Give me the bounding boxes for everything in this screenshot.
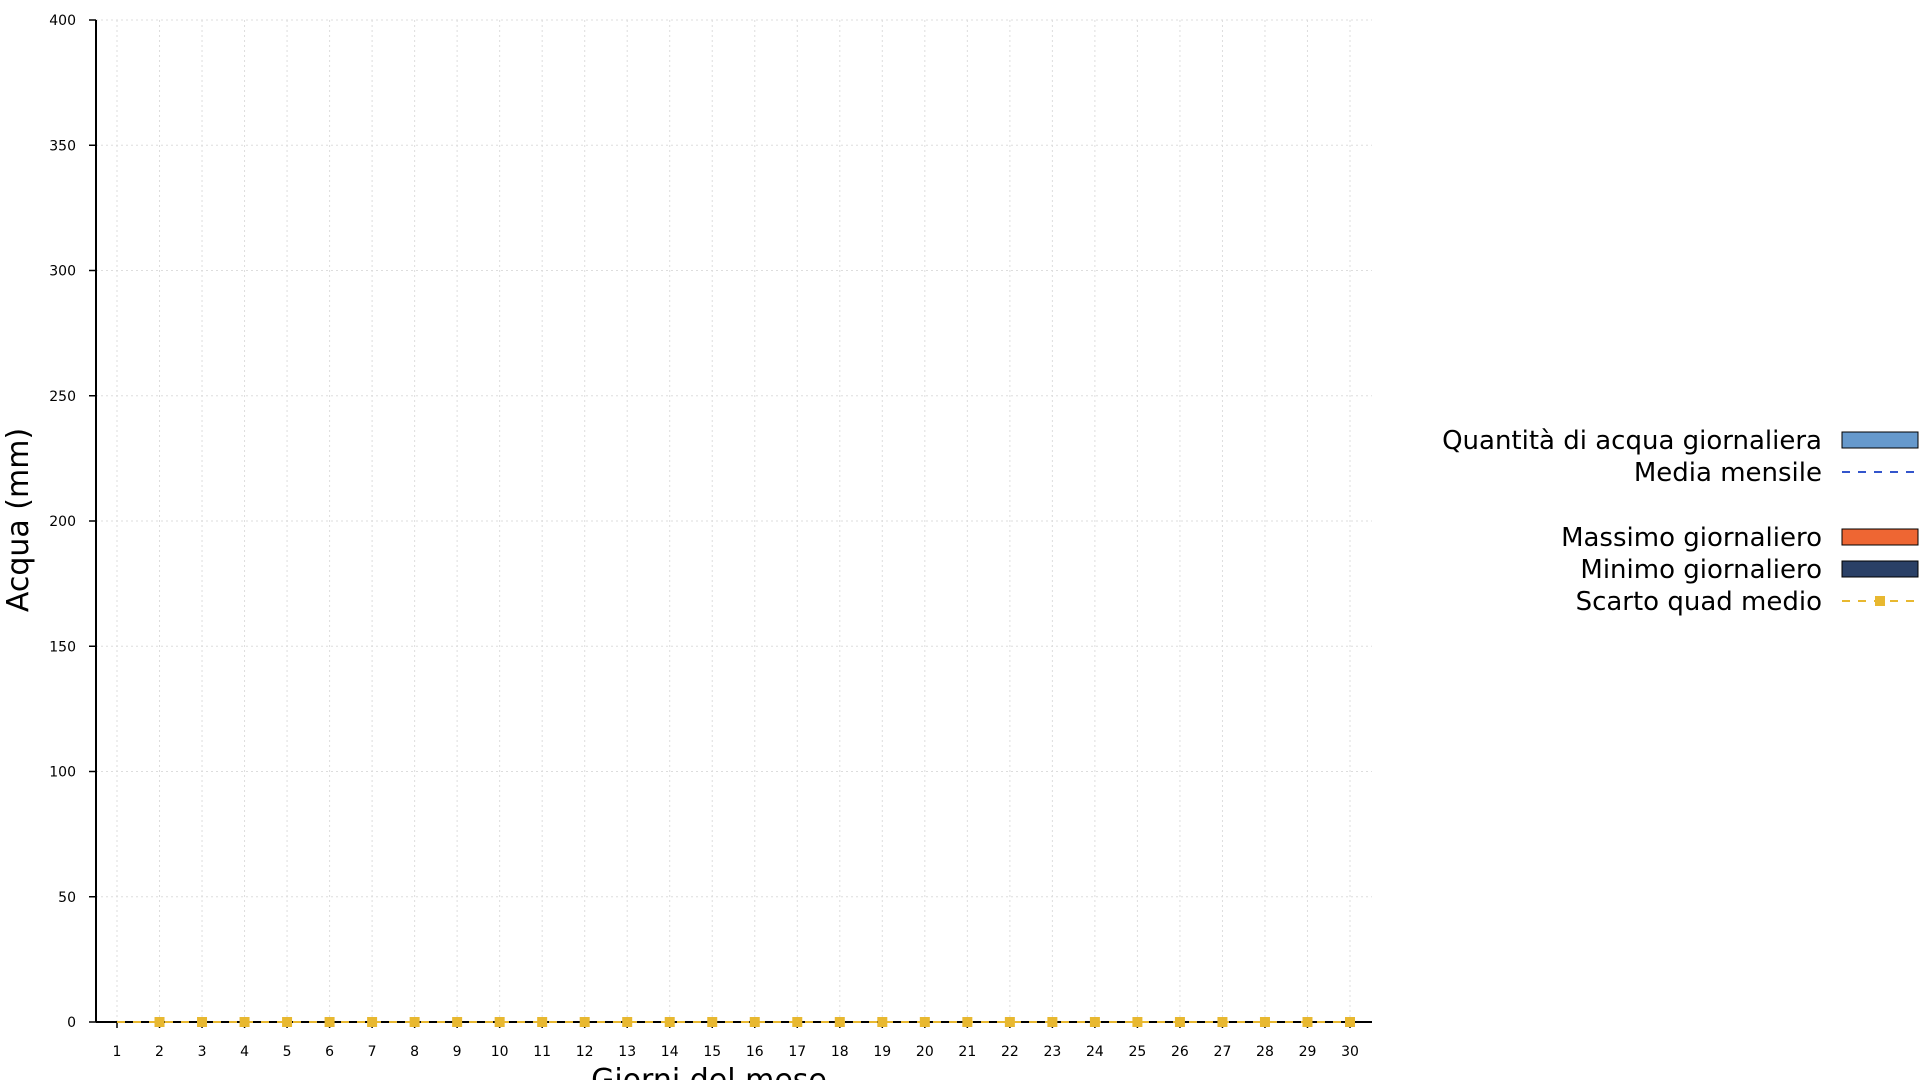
point xyxy=(707,1017,718,1027)
point xyxy=(792,1017,803,1027)
x-tick-label: 21 xyxy=(958,1044,976,1060)
legend-swatch xyxy=(1841,560,1919,578)
y-tick-label: 100 xyxy=(49,765,76,781)
point xyxy=(1089,1017,1100,1027)
legend-marker xyxy=(1875,596,1885,606)
x-tick-label: 28 xyxy=(1256,1044,1274,1060)
x-tick-label: 30 xyxy=(1341,1044,1359,1060)
point xyxy=(154,1017,165,1027)
x-tick-label: 12 xyxy=(576,1044,594,1060)
x-tick-label: 7 xyxy=(368,1044,377,1060)
y-ticks: 0 50 100 150 200 250 300 350 400 xyxy=(49,13,96,1031)
point xyxy=(1302,1017,1313,1027)
y-tick-label: 350 xyxy=(49,138,76,154)
x-tick-label: 29 xyxy=(1299,1044,1317,1060)
point xyxy=(664,1017,675,1027)
grid xyxy=(96,19,1372,1023)
x-axis-title: Giorni del mese xyxy=(591,1063,827,1080)
point xyxy=(1047,1017,1058,1027)
x-tick-label: 3 xyxy=(198,1044,207,1060)
x-tick-label: 19 xyxy=(873,1044,891,1060)
point xyxy=(1132,1017,1143,1027)
y-tick-label: 200 xyxy=(49,514,76,530)
x-tick-label: 5 xyxy=(283,1044,292,1060)
point xyxy=(1217,1017,1228,1027)
legend-label: Massimo giornaliero xyxy=(1561,523,1822,553)
x-tick-label: 4 xyxy=(240,1044,249,1060)
x-tick-label: 25 xyxy=(1128,1044,1146,1060)
x-tick-label: 1 xyxy=(113,1044,122,1060)
x-tick-label: 27 xyxy=(1214,1044,1232,1060)
x-tick-label: 2 xyxy=(155,1044,164,1060)
point xyxy=(749,1017,760,1027)
point xyxy=(834,1017,845,1027)
y-tick-label: 250 xyxy=(49,389,76,405)
y-tick-label: 50 xyxy=(58,890,76,906)
point xyxy=(1174,1017,1185,1027)
point xyxy=(282,1017,293,1027)
x-tick-label: 8 xyxy=(410,1044,419,1060)
point xyxy=(367,1017,378,1027)
legend-label: Minimo giornaliero xyxy=(1580,555,1822,585)
x-tick-label: 20 xyxy=(916,1044,934,1060)
y-tick-label: 150 xyxy=(49,639,76,655)
x-tick-label: 22 xyxy=(1001,1044,1019,1060)
y-axis-title: Acqua (mm) xyxy=(1,428,36,612)
legend-label: Scarto quad medio xyxy=(1576,587,1822,617)
point xyxy=(877,1017,888,1027)
point xyxy=(409,1017,420,1027)
x-tick-label: 11 xyxy=(533,1044,551,1060)
point xyxy=(1004,1017,1015,1027)
x-tick-label: 10 xyxy=(491,1044,509,1060)
x-tick-label: 15 xyxy=(703,1044,721,1060)
legend-swatch xyxy=(1841,528,1919,546)
x-tick-label: 9 xyxy=(453,1044,462,1060)
x-tick-label: 17 xyxy=(788,1044,806,1060)
series xyxy=(117,1017,1355,1027)
x-tick-label: 23 xyxy=(1043,1044,1061,1060)
y-tick-label: 300 xyxy=(49,264,76,280)
x-tick-label: 13 xyxy=(618,1044,636,1060)
point xyxy=(622,1017,633,1027)
point xyxy=(1259,1017,1270,1027)
x-tick-label: 26 xyxy=(1171,1044,1189,1060)
point xyxy=(962,1017,973,1027)
x-tick-label: 18 xyxy=(831,1044,849,1060)
x-tick-label: 14 xyxy=(661,1044,679,1060)
point xyxy=(537,1017,548,1027)
point xyxy=(1345,1017,1355,1027)
point xyxy=(239,1017,250,1027)
y-tick-label: 0 xyxy=(67,1015,76,1031)
x-ticks: 1 2 3 4 5 6 7 8 9 10 11 12 13 14 15 16 17 18 19 20 21 22 23 24 2… xyxy=(113,1022,1359,1060)
point xyxy=(579,1017,590,1027)
legend-swatch xyxy=(1841,431,1919,449)
legend-label: Media mensile xyxy=(1634,458,1822,488)
y-tick-label: 400 xyxy=(49,13,76,29)
legend-label: Quantità di acqua giornaliera xyxy=(1442,426,1822,456)
point xyxy=(452,1017,463,1027)
x-tick-label: 16 xyxy=(746,1044,764,1060)
point xyxy=(197,1017,208,1027)
point xyxy=(324,1017,335,1027)
x-tick-label: 6 xyxy=(325,1044,334,1060)
point xyxy=(494,1017,505,1027)
point xyxy=(919,1017,930,1027)
x-tick-label: 24 xyxy=(1086,1044,1104,1060)
